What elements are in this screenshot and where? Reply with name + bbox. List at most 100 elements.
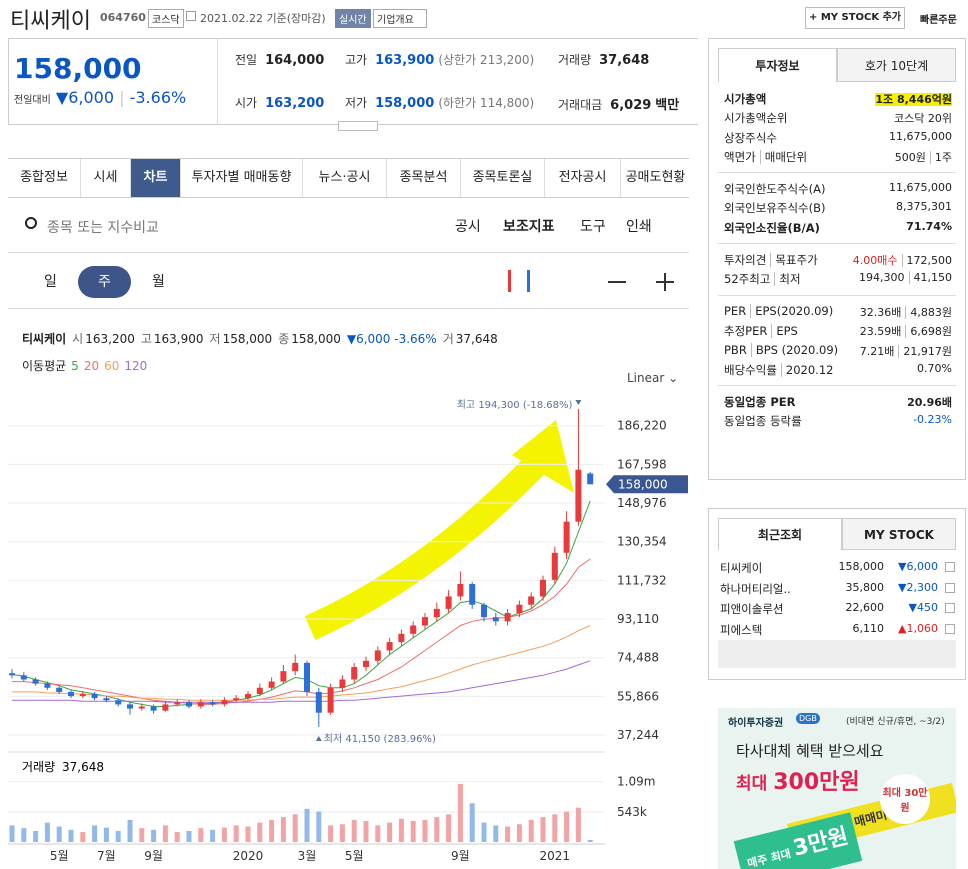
volume-bar (493, 825, 499, 842)
volume-bar (292, 814, 298, 842)
tab[interactable]: 종합정보 (20, 170, 68, 185)
ad-note: (비대면 신규/휴면, ~3/2) (846, 717, 945, 727)
x-tick-label: 9월 (451, 849, 470, 863)
search-input[interactable]: 종목 또는 지수비교 (47, 220, 159, 236)
volume-bar (481, 822, 487, 842)
row-value-part: -0.23% (913, 413, 952, 427)
expand-handle[interactable] (338, 121, 378, 131)
volume-bar (233, 825, 239, 842)
tab[interactable]: 전자공시 (544, 159, 620, 197)
quote-sub: (하한가 114,800) (438, 96, 535, 110)
volume-bar (21, 828, 27, 842)
tab[interactable]: 투자자별 매매동향 (180, 159, 302, 197)
side-tab[interactable]: 호가 10단계 (837, 48, 956, 82)
ma-legend: 이동평균 5 20 60 120 (22, 357, 147, 374)
change-label: 전일대비 (14, 95, 51, 106)
side-tab[interactable]: 투자정보 (718, 48, 837, 82)
overview-dropdown[interactable]: 기업개요 (373, 9, 427, 28)
recent-change: ▼2,300 (898, 580, 938, 594)
tab[interactable]: 시세 (80, 159, 130, 197)
row-label-part: 최저 (774, 272, 801, 287)
period[interactable]: 일 (44, 274, 57, 290)
mystock-button[interactable]: + MY STOCK 추가 (805, 7, 905, 29)
divider (718, 172, 956, 173)
volume-bar (257, 822, 263, 842)
high-marker (575, 400, 582, 405)
row-value-part: 0.70% (917, 361, 952, 375)
row-value: 23.59배 6,698원 (860, 323, 952, 339)
recent-name[interactable]: 티씨케이 (720, 561, 763, 575)
tab[interactable]: 종목토론실 (460, 159, 544, 197)
row-value-part: 11,675,000 (889, 181, 952, 194)
recent-tab[interactable]: 최근조회 (718, 518, 842, 550)
info-name: 티씨케이 (22, 332, 67, 346)
volume-bar (434, 817, 440, 842)
stock-name: 티씨케이 (10, 9, 91, 34)
tab[interactable]: 차트 (130, 159, 180, 197)
recent-name[interactable]: 피앤이솔루션 (720, 602, 784, 616)
tab[interactable]: 종목분석 (386, 159, 460, 197)
tool[interactable]: 보조지표 (503, 219, 555, 235)
zoom-in[interactable] (664, 273, 666, 291)
x-tick-label: 5월 (345, 849, 364, 863)
scale-select[interactable]: Linear ⌄ (627, 371, 679, 385)
candle-body (410, 625, 417, 634)
tab[interactable]: 뉴스·공시 (302, 159, 386, 197)
row-label: 외국인한도주식수(A) (724, 181, 825, 197)
volume-bar (103, 827, 109, 842)
volume-bar (151, 829, 157, 842)
info-change: ▼6,000 -3.66% (346, 332, 437, 346)
row-label: 배당수익률 2020.12 (724, 362, 834, 378)
volume-bar (245, 826, 251, 842)
row-value-part: 71.74% (906, 219, 952, 233)
y-tick-label: 148,976 (617, 496, 667, 510)
remove-button[interactable] (945, 603, 955, 613)
row-value: 8,375,301 (896, 200, 952, 213)
volume-bar (375, 825, 381, 842)
date: 2021.02.22 기준(장마감) (200, 10, 326, 26)
quote-item: 전일 164,000 (235, 51, 324, 68)
change-line: 전일대비 ▼6,000 | -3.66% (14, 88, 187, 107)
recent-name[interactable]: 하나머티리얼.. (720, 581, 791, 596)
row-label: 동일업종 PER (724, 394, 795, 410)
remove-button[interactable] (945, 623, 955, 634)
remove-button[interactable] (945, 562, 955, 572)
candle-body (209, 702, 216, 705)
candle-icon[interactable] (508, 270, 530, 292)
recent-price: 22,600 (845, 601, 885, 614)
quick-order[interactable]: 빠른주문 (920, 15, 957, 26)
tool[interactable]: 인쇄 (626, 219, 652, 235)
ad[interactable]: 하이투자증권 DGB (비대면 신규/휴면, ~3/2) 타사대체 혜택 받으세… (718, 708, 956, 869)
tool[interactable]: 도구 (580, 219, 606, 235)
scale: Linear (627, 371, 665, 385)
period[interactable]: 주 (78, 266, 131, 298)
realtime-badge[interactable]: 실시간 (335, 9, 371, 28)
row-label: 시가총액 (724, 91, 766, 107)
row-value-part: 1주 (929, 150, 952, 164)
recent-name[interactable]: 피에스텍 (720, 622, 763, 637)
row-label: 액면가 매매단위 (724, 149, 808, 165)
volume-bar (446, 814, 452, 842)
row-value: 4.00매수 172,500 (853, 252, 952, 268)
row-value-part: 11,675,000 (889, 129, 952, 143)
quote-value: 6,029 (610, 98, 652, 113)
tab[interactable]: 공매도현황 (620, 159, 690, 197)
recent-price: 158,000 (838, 560, 885, 573)
market-badge: 코스닥 (148, 9, 184, 28)
volume-bar (540, 817, 546, 842)
side-box (708, 38, 966, 480)
remove-button[interactable] (945, 582, 955, 593)
quote-label: 거래대금 (558, 98, 603, 112)
candle-body (56, 687, 63, 692)
y-tick-label: 130,354 (617, 535, 667, 549)
zoom-out[interactable] (608, 281, 626, 283)
tool[interactable]: 공시 (455, 219, 481, 235)
row-value-part: 20.96배 (907, 396, 952, 409)
period[interactable]: 월 (152, 274, 165, 290)
row-label-part: PER (724, 304, 747, 318)
row-value: 11,675,000 (889, 130, 952, 143)
row-value-part: 41,150 (908, 271, 952, 285)
recent-tab[interactable]: MY STOCK (842, 518, 956, 550)
